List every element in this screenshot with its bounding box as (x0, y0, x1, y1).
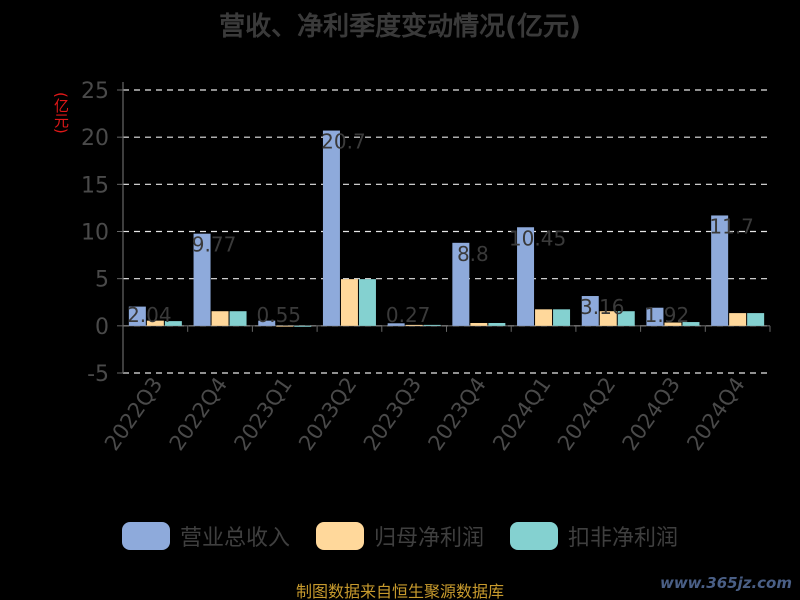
bar-net-profit (470, 323, 488, 326)
x-tick-label: 2024Q4 (682, 373, 749, 455)
bar-net-profit (405, 324, 423, 326)
bar-net-profit (340, 279, 358, 326)
data-label: 11.7 (709, 214, 754, 238)
bar-revenue (387, 323, 405, 326)
bar-deducted-profit (294, 325, 312, 327)
x-tick-label: 2023Q3 (359, 373, 426, 455)
bar-revenue (452, 242, 470, 326)
data-label: 0.27 (386, 303, 431, 327)
bar-revenue (581, 296, 599, 326)
legend-item-net-profit[interactable]: 归母净利润 (315, 520, 484, 552)
y-axis-label: (亿元) (52, 92, 70, 134)
x-tick-label: 2024Q2 (553, 373, 620, 455)
bar-deducted-profit (617, 311, 635, 326)
data-label: 3.16 (580, 295, 625, 319)
bar-deducted-profit (747, 313, 765, 326)
y-tick-label: 0 (95, 315, 109, 340)
bar-deducted-profit (358, 279, 376, 326)
bar-revenue (193, 233, 211, 326)
bar-net-profit (146, 320, 164, 326)
bar-net-profit (664, 322, 682, 326)
x-tick-label: 2022Q4 (165, 373, 232, 455)
bar-revenue (646, 307, 664, 326)
y-tick-label: 15 (81, 173, 109, 198)
watermark: www.365jz.com (659, 574, 792, 592)
x-tick-label: 2022Q3 (100, 373, 167, 455)
data-label: 1.92 (645, 303, 690, 327)
data-label: 9.77 (192, 233, 237, 257)
y-tick-label: -5 (87, 362, 109, 387)
x-tick-label: 2024Q1 (488, 373, 555, 455)
legend-swatch-net-profit (315, 522, 364, 550)
bar-deducted-profit (229, 311, 247, 326)
x-tick-label: 2023Q4 (423, 373, 490, 455)
legend-label-deducted-profit: 扣非净利润 (568, 526, 679, 551)
bar-revenue (128, 306, 146, 326)
bar-revenue (258, 320, 276, 326)
bar-net-profit (535, 309, 553, 326)
legend-swatch-deducted-profit (510, 522, 558, 550)
bar-net-profit (211, 311, 229, 326)
data-label: 10.45 (509, 226, 566, 250)
bar-revenue (517, 227, 535, 326)
x-tick-label: 2023Q1 (229, 373, 296, 455)
y-tick-label: 5 (95, 268, 109, 293)
chart-title: 营收、净利季度变动情况(亿元) (219, 12, 581, 42)
data-label: 20.7 (321, 130, 366, 154)
legend-label-net-profit: 归母净利润 (373, 526, 484, 551)
legend-label-revenue: 营业总收入 (179, 526, 290, 551)
y-tick-label: 20 (81, 126, 109, 151)
bar-revenue (322, 130, 340, 326)
bar-net-profit (276, 325, 294, 327)
bar-revenue (711, 215, 729, 326)
legend-item-revenue[interactable]: 营业总收入 (121, 520, 290, 552)
y-tick-label: 25 (81, 79, 109, 104)
bar-deducted-profit (682, 322, 700, 326)
x-tick-label: 2024Q3 (618, 373, 685, 455)
data-label: 8.8 (457, 242, 489, 266)
bar-deducted-profit (488, 323, 506, 326)
x-tick-label: 2023Q2 (294, 373, 361, 455)
data-label: 0.55 (256, 303, 301, 327)
y-tick-label: 10 (81, 221, 109, 246)
bar-net-profit (599, 311, 617, 326)
bar-net-profit (729, 313, 747, 326)
bar-deducted-profit (164, 321, 182, 326)
legend-swatch-revenue (121, 522, 170, 550)
legend-item-deducted-profit[interactable]: 扣非净利润 (510, 520, 678, 552)
bar-deducted-profit (553, 309, 571, 326)
data-label: 2.04 (127, 303, 172, 327)
bar-deducted-profit (423, 324, 441, 326)
source-note: 制图数据来自恒生聚源数据库 (295, 582, 504, 600)
legend: 营业总收入 归母净利润 扣非净利润 (0, 520, 800, 552)
